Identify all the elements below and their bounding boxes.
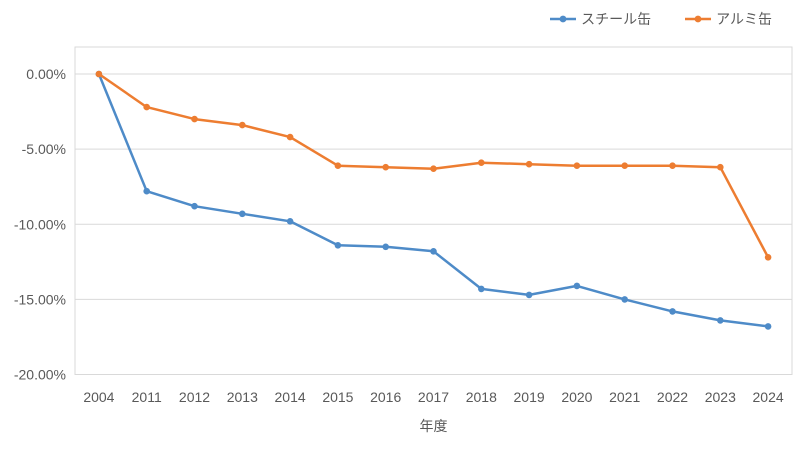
data-point-series-1 (430, 165, 437, 172)
data-point-series-1 (239, 121, 246, 129)
chart-legend: スチール缶 アルミ缶 (550, 12, 772, 26)
data-point-series-0 (143, 187, 150, 195)
x-axis-title: 年度 (419, 418, 448, 434)
x-axis-tick-label: 2017 (418, 389, 449, 405)
x-axis-tick-label: 2021 (609, 389, 640, 405)
data-point-series-0 (239, 210, 246, 218)
data-point-series-1 (669, 162, 676, 169)
x-axis-tick-label: 2020 (561, 389, 592, 405)
plot-border (74, 46, 793, 375)
data-point-series-0 (430, 248, 437, 255)
y-axis-tick-label: -15.00% (14, 291, 66, 307)
x-axis-tick-label: 2013 (227, 389, 258, 405)
data-point-series-0 (286, 218, 294, 225)
data-point-series-0 (717, 317, 724, 324)
x-axis-tick-label: 2023 (705, 389, 736, 405)
legend-label-steel-can: スチール缶 (581, 11, 652, 27)
data-point-series-1 (764, 253, 772, 261)
x-axis-tick-label: 2022 (657, 389, 688, 405)
data-point-series-1 (286, 133, 294, 141)
x-axis-tick-label: 2019 (514, 389, 545, 405)
data-point-series-1 (478, 159, 485, 166)
data-point-series-0 (621, 296, 628, 303)
data-point-series-1 (382, 163, 390, 171)
y-axis-tick-label: -5.00% (22, 141, 66, 157)
aluminum-series-legend-marker-icon (685, 15, 712, 23)
x-axis-tick-label: 2016 (370, 389, 401, 405)
legend-item-steel-can: スチール缶 (550, 12, 651, 26)
data-point-series-1 (525, 160, 533, 168)
data-point-series-1 (621, 162, 628, 169)
data-point-series-0 (334, 242, 342, 249)
series-line-0 (97, 72, 770, 328)
steel-series-legend-marker-icon (550, 15, 577, 23)
data-point-series-0 (478, 285, 485, 293)
y-axis-tick-label: -20.00% (14, 367, 66, 383)
data-point-series-0 (382, 243, 390, 251)
data-point-series-0 (669, 308, 676, 315)
data-point-series-0 (191, 202, 198, 210)
x-axis-tick-label: 2018 (466, 389, 497, 405)
data-point-series-0 (573, 282, 581, 290)
data-point-series-0 (764, 323, 772, 330)
x-axis-tick-label: 2024 (753, 389, 784, 405)
x-axis-tick-label: 2011 (132, 389, 162, 405)
data-point-series-1 (191, 115, 198, 123)
data-point-series-1 (143, 103, 150, 111)
data-point-series-1 (334, 162, 342, 169)
x-axis-tick-label: 2012 (179, 389, 210, 405)
data-point-series-1 (717, 163, 724, 171)
x-axis-tick-label: 2014 (275, 389, 306, 405)
x-axis-tick-label: 2004 (83, 389, 114, 405)
data-point-series-0 (525, 291, 533, 299)
data-point-series-1 (95, 70, 103, 78)
y-axis-tick-label: 0.00% (26, 66, 66, 82)
legend-item-aluminum-can: アルミ缶 (685, 12, 772, 26)
data-point-series-1 (573, 162, 581, 169)
y-axis-tick-label: -10.00% (14, 216, 66, 232)
legend-label-aluminum-can: アルミ缶 (716, 11, 772, 27)
x-axis-tick-label: 2015 (322, 389, 353, 405)
